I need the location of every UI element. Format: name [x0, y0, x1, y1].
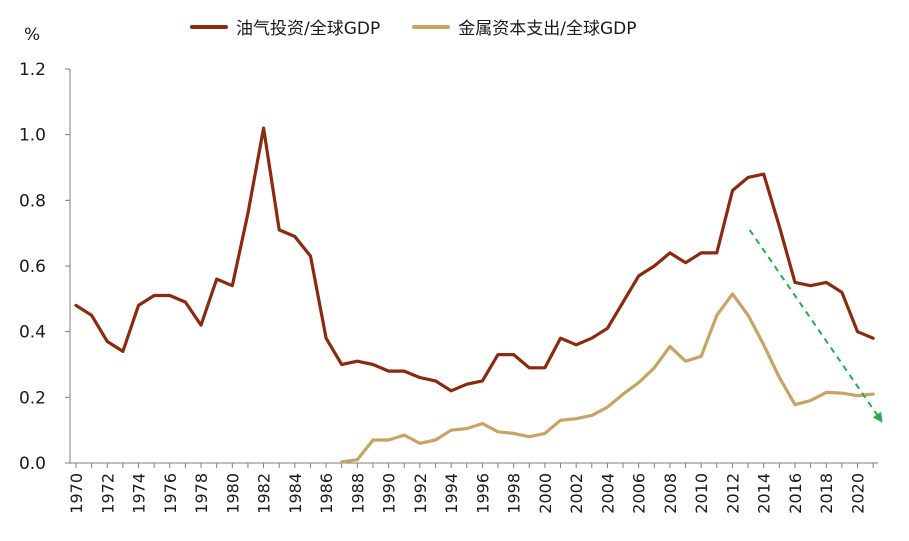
x-tick-label: 2006: [630, 473, 649, 514]
x-tick-label: 1984: [286, 473, 305, 514]
x-tick-label: 1998: [505, 473, 524, 514]
x-tick-label: 1994: [442, 473, 461, 514]
series-line-0: [74, 126, 875, 393]
x-tick-label: 2004: [598, 473, 617, 514]
series-line-1: [340, 292, 875, 464]
x-tick-label: 2016: [786, 473, 805, 514]
x-tick-label: 1976: [161, 473, 180, 514]
x-tick-label: 1978: [192, 473, 211, 514]
legend-label-metal: 金属资本支出/全球GDP: [458, 19, 637, 39]
x-tick-label: 1974: [130, 473, 149, 514]
x-tick-label: 2012: [723, 473, 742, 514]
y-tick-label: 1.2: [19, 60, 46, 80]
y-tick-label: 0.8: [19, 191, 46, 211]
x-tick-label: 1970: [67, 473, 86, 514]
x-tick-label: 2020: [849, 473, 868, 514]
y-tick-label: 0.6: [19, 257, 46, 277]
x-tick-label: 1988: [348, 473, 367, 514]
x-tick-label: 1982: [255, 473, 274, 514]
legend-swatch-metal: [412, 24, 451, 29]
x-tick-label: 1986: [317, 473, 336, 514]
x-tick-label: 2008: [661, 473, 680, 514]
x-tick-label: 2010: [692, 473, 711, 514]
x-tick-label: 1972: [98, 473, 117, 514]
x-tick-label: 1996: [473, 473, 492, 514]
y-tick-label: 0.0: [19, 454, 46, 474]
legend-swatch-oil-gas: [190, 24, 228, 29]
trend-arrow: [748, 229, 883, 423]
x-tick-label: 2014: [755, 473, 774, 514]
x-tick-label: 1992: [411, 473, 430, 514]
legend-label-oil-gas: 油气投资/全球GDP: [236, 19, 381, 39]
x-tick-label: 1980: [223, 473, 242, 514]
x-tick-label: 2002: [567, 473, 586, 514]
y-tick-label: 1.0: [19, 126, 46, 146]
x-tick-label: 1990: [380, 473, 399, 514]
y-tick-label: 0.4: [19, 323, 46, 343]
legend: 油气投资/全球GDP 金属资本支出/全球GDP: [190, 14, 637, 39]
y-axis-unit-label: %: [24, 25, 40, 45]
x-tick-label: 2018: [817, 473, 836, 514]
legend-item-oil-gas: 油气投资/全球GDP: [190, 14, 380, 39]
legend-item-metal: 金属资本支出/全球GDP: [412, 14, 637, 39]
y-tick-label: 0.2: [19, 388, 46, 408]
x-tick-label: 2000: [536, 473, 555, 514]
